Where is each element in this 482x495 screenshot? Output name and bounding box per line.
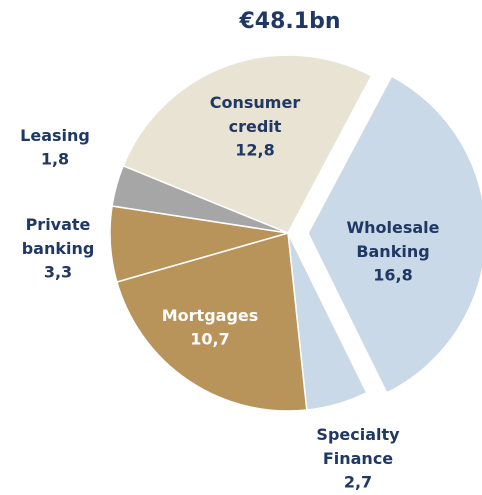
- label-line: Leasing: [20, 126, 90, 145]
- slice-label: Consumer credit: [210, 93, 301, 136]
- label-line: credit: [229, 117, 282, 136]
- value-label: 10,7: [190, 330, 229, 349]
- label-line: Mortgages: [162, 306, 259, 325]
- slice-label: Private banking: [22, 215, 95, 258]
- value-label: 2,7: [344, 473, 372, 492]
- label-line: Banking: [356, 242, 429, 261]
- slice-label: Mortgages: [162, 306, 259, 325]
- value-label: 1,8: [41, 150, 69, 169]
- label-line: Finance: [323, 449, 393, 468]
- value-label: 16,8: [373, 266, 412, 285]
- label-line: Specialty: [316, 425, 400, 444]
- value-label: 12,8: [235, 141, 274, 160]
- label-line: Consumer: [210, 93, 301, 112]
- pie-slice: [307, 75, 482, 394]
- label-line: Private: [26, 215, 91, 234]
- slice-label: Leasing: [20, 126, 90, 145]
- pie-slice: [122, 54, 373, 234]
- slice-label: Specialty Finance: [316, 425, 400, 468]
- chart-title: €48.1bn: [239, 9, 341, 34]
- slice-label: Wholesale Banking: [346, 218, 439, 261]
- pie-slice: [115, 232, 308, 412]
- label-line: banking: [22, 239, 95, 258]
- value-label: 3,3: [44, 263, 72, 282]
- label-line: Wholesale: [346, 218, 439, 237]
